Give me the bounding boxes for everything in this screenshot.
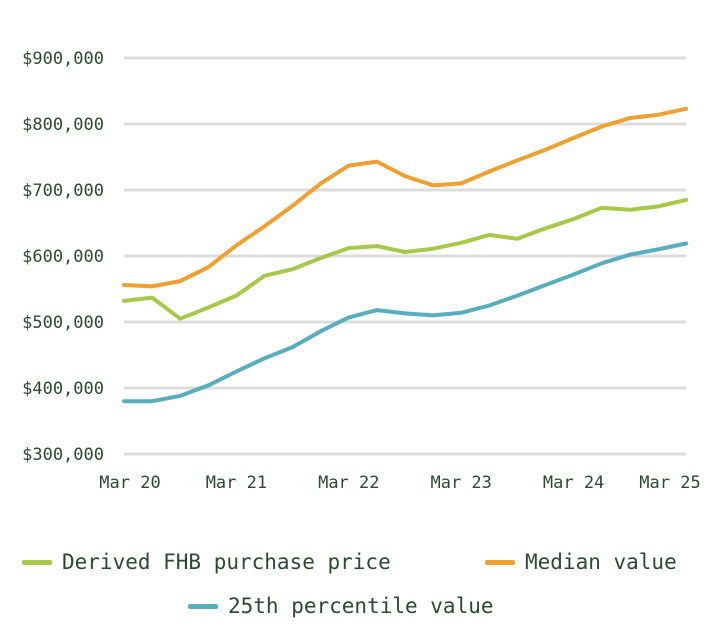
legend-swatch [22,559,52,565]
x-tick-label: Mar 24 [543,473,604,493]
y-tick-label: $900,000 [22,49,104,69]
x-tick-label: Mar 20 [99,473,160,493]
y-tick-label: $600,000 [22,247,104,267]
series-line-median-value [122,106,688,289]
x-axis-labels: Mar 20 Mar 21 Mar 22 Mar 23 Mar 24 Mar 25 [99,473,700,493]
y-tick-label: $500,000 [22,313,104,333]
legend-item-derived-fhb: Derived FHB purchase price [22,550,391,574]
x-tick-label: Mar 25 [639,473,700,493]
x-tick-label: Mar 23 [430,473,491,493]
legend-item-median: Median value [485,550,677,574]
y-axis-labels: $900,000 $800,000 $700,000 $600,000 $500,000… [22,49,104,465]
y-tick-label: $800,000 [22,115,104,135]
legend-label: 25th percentile value [228,594,494,618]
y-tick-label: $700,000 [22,181,104,201]
legend-swatch [188,603,218,609]
grid-lines [124,56,686,456]
y-tick-label: $300,000 [22,445,104,465]
legend-item-25th-percentile: 25th percentile value [188,594,494,618]
legend-swatch [485,559,515,565]
series-line-derived-fhb-purchase-price [122,197,688,321]
x-tick-label: Mar 21 [206,473,267,493]
y-tick-label: $400,000 [22,379,104,399]
legend-label: Derived FHB purchase price [62,550,391,574]
legend-label: Median value [525,550,677,574]
series-line-25th-percentile-value [122,241,688,404]
series-lines [122,106,688,404]
x-tick-label: Mar 22 [318,473,379,493]
